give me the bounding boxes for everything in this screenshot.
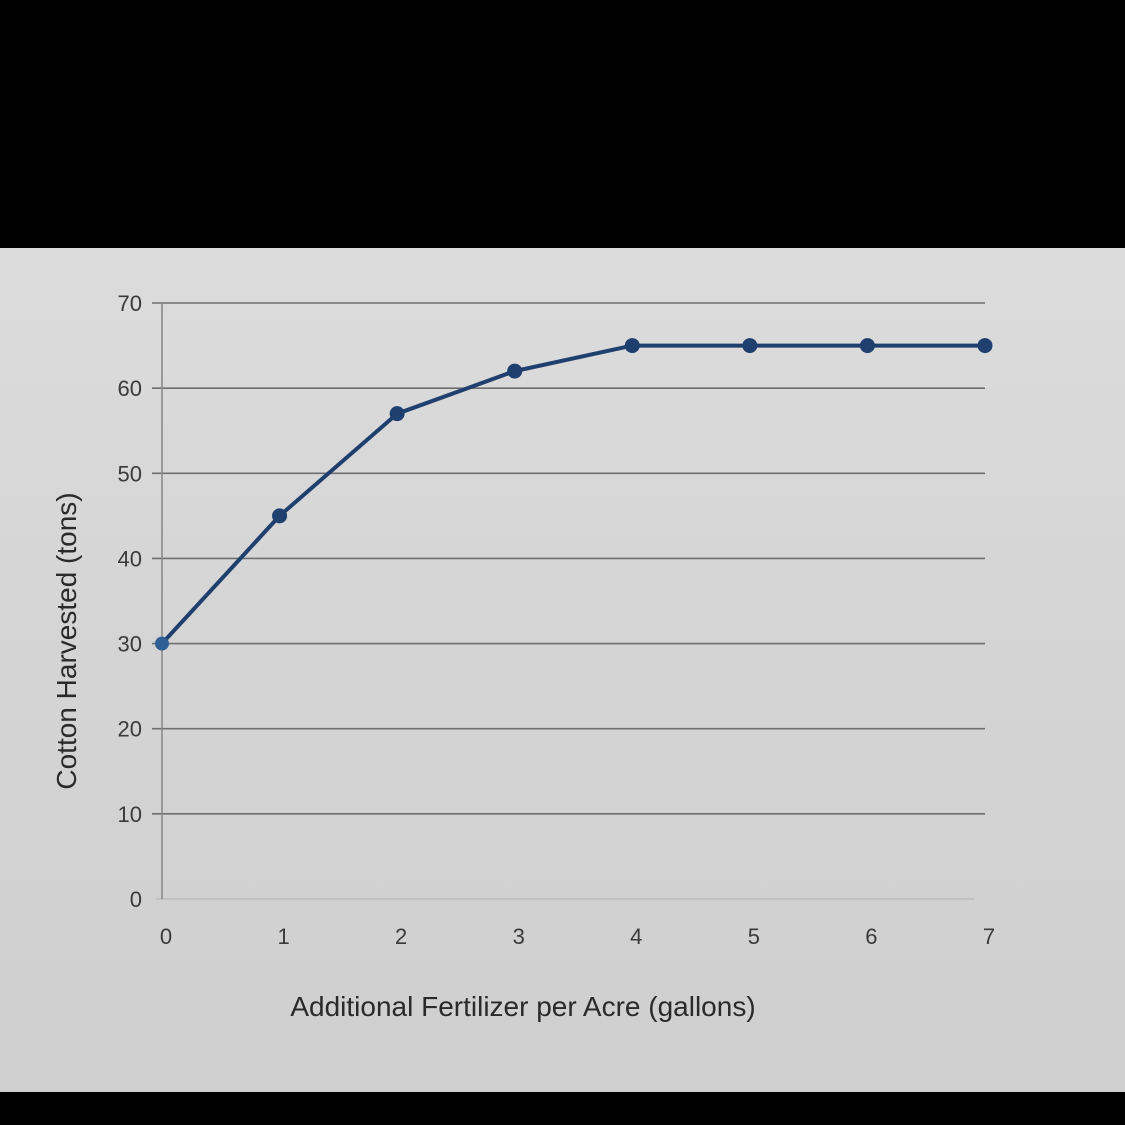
x-tick-label: 6 [865,924,877,949]
y-tick-label: 70 [118,291,142,316]
x-tick-label: 2 [395,924,407,949]
data-point [155,636,169,651]
y-tick-label: 60 [118,376,142,401]
x-tick-label: 5 [748,924,760,949]
x-axis-title: Additional Fertilizer per Acre (gallons) [290,991,755,1022]
gridlines [152,302,985,900]
x-tick-label: 7 [983,924,995,949]
series-line [160,343,985,645]
data-point [859,338,875,354]
x-tick-labels: 0 1 2 3 4 5 6 7 [160,924,995,949]
data-point [977,338,993,354]
y-tick-label: 20 [118,717,142,742]
data-point [389,406,405,422]
y-tick-label: 10 [118,802,142,827]
data-point [742,338,758,354]
x-tick-label: 4 [630,924,642,949]
data-points [155,338,993,651]
y-tick-labels: 0 10 20 30 40 50 60 70 [118,291,142,912]
x-tick-label: 1 [277,924,289,949]
y-tick-label: 40 [118,546,142,571]
x-tick-label: 0 [160,924,172,949]
data-point [624,338,640,354]
x-tick-label: 3 [513,924,525,949]
y-tick-label: 50 [118,461,142,486]
data-point [507,363,523,379]
y-tick-label: 0 [130,887,142,912]
data-point [272,508,288,524]
y-axis-title: Cotton Harvested (tons) [51,492,82,789]
y-tick-label: 30 [118,632,142,657]
